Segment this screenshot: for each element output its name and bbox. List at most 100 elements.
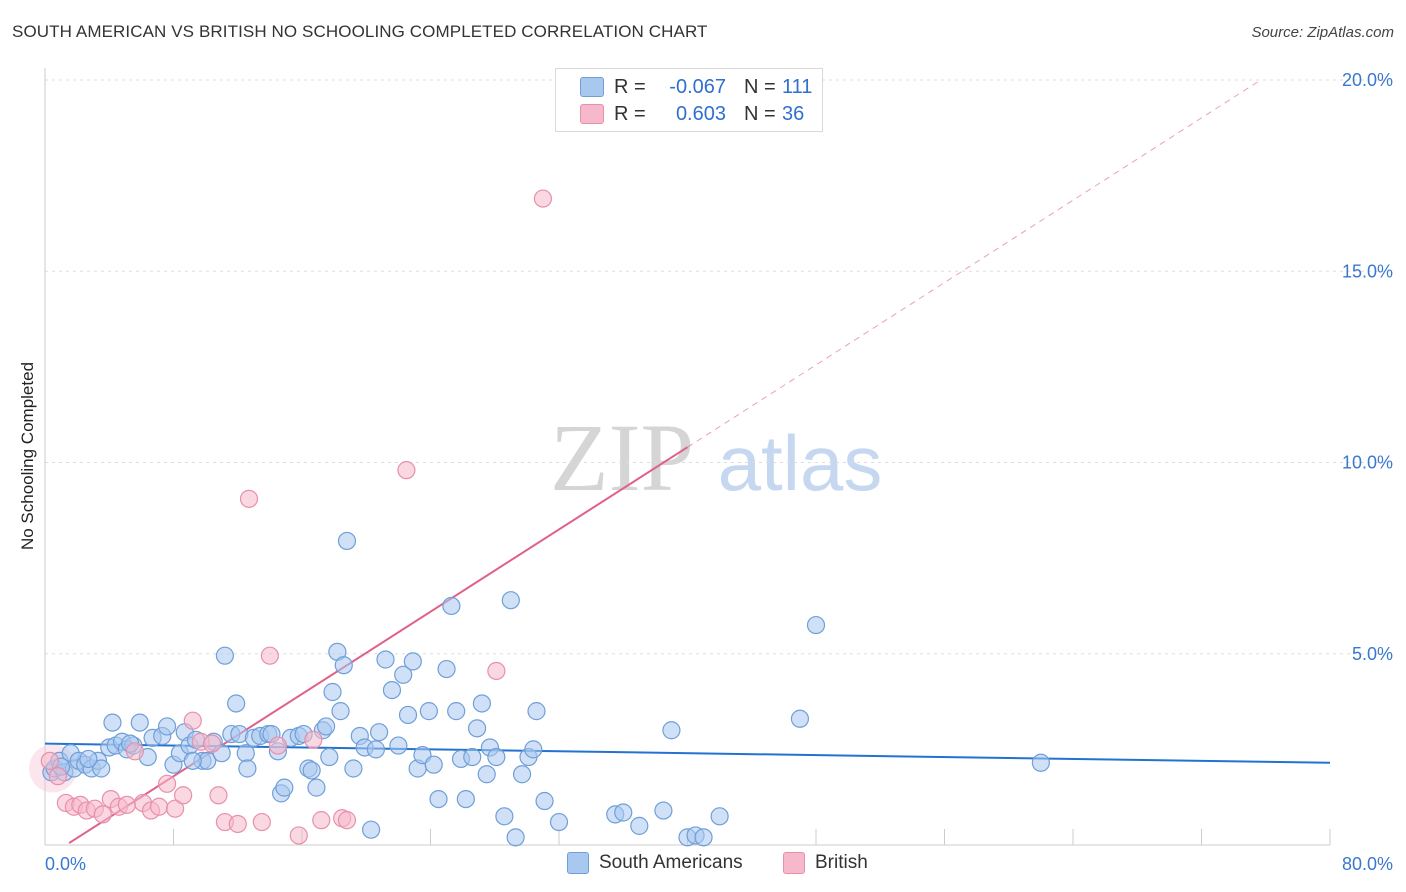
point-south-americans	[495, 807, 514, 826]
y-tick-label: 10.0%	[1342, 453, 1393, 473]
point-south-americans	[487, 747, 506, 767]
watermark: ZIP atlas	[550, 404, 882, 511]
point-south-americans	[344, 759, 363, 778]
point-south-americans	[302, 761, 321, 780]
point-south-americans	[157, 717, 177, 736]
legend-n-label: N =	[744, 75, 776, 98]
point-south-americans	[320, 747, 339, 767]
y-axis-label: No Schooling Completed	[18, 361, 37, 551]
point-south-americans	[227, 694, 246, 713]
point-south-americans	[316, 717, 336, 736]
x-tick-label: 80.0%	[1342, 854, 1393, 874]
point-south-americans	[238, 759, 257, 778]
point-british	[533, 189, 553, 208]
point-south-americans	[614, 803, 633, 822]
point-south-americans	[535, 791, 554, 811]
source-label: Source: ZipAtlas.com	[1251, 24, 1394, 41]
bottom-legend-label: British	[815, 852, 868, 873]
point-south-americans	[376, 650, 395, 669]
point-british	[289, 826, 308, 845]
point-south-americans	[130, 713, 149, 732]
data-points	[29, 189, 1050, 847]
gridlines	[45, 79, 1390, 655]
point-british	[149, 797, 169, 816]
point-south-americans	[447, 702, 466, 721]
legend-n-value: 36	[782, 102, 805, 125]
point-south-americans	[694, 828, 713, 847]
point-south-americans	[403, 652, 422, 671]
legend-n-value: 111	[782, 75, 813, 98]
point-south-americans	[419, 702, 438, 721]
correlation-legend: R = -0.067 N = 111 R = 0.603 N = 36	[555, 68, 823, 132]
y-tick-label: 15.0%	[1342, 261, 1393, 281]
point-south-americans	[806, 615, 826, 635]
point-south-americans	[183, 751, 202, 770]
point-british	[487, 661, 506, 681]
legend-r-label: R =	[614, 75, 646, 98]
point-south-americans	[630, 816, 649, 835]
bottom-legend-label: South Americans	[599, 852, 743, 873]
point-south-americans	[366, 740, 385, 759]
point-british	[166, 799, 185, 818]
legend-row-south-americans: R = -0.067 N = 111	[580, 74, 812, 100]
point-british	[202, 734, 222, 753]
point-south-americans	[662, 721, 681, 740]
point-south-americans	[275, 778, 294, 797]
point-british	[174, 786, 193, 805]
bottom-legend-swatch-pink	[783, 852, 805, 874]
point-south-americans	[370, 723, 389, 742]
point-south-americans	[1031, 753, 1050, 772]
point-south-americans	[527, 702, 546, 721]
legend-swatch-pink	[580, 104, 604, 124]
point-south-americans	[512, 765, 532, 784]
point-south-americans	[215, 646, 234, 665]
point-south-americans	[506, 828, 525, 847]
point-british	[93, 805, 112, 824]
tick-labels: 5.0% 10.0% 15.0% 20.0% 0.0% 80.0%	[45, 70, 1393, 874]
point-british	[337, 811, 357, 830]
point-south-americans	[477, 765, 496, 784]
point-british	[40, 751, 59, 770]
point-south-americans	[394, 665, 413, 684]
chart-title: SOUTH AMERICAN VS BRITISH NO SCHOOLING C…	[12, 22, 708, 41]
legend-r-label: R =	[614, 102, 646, 125]
point-south-americans	[323, 682, 342, 702]
trend-line-south-americans	[44, 742, 1331, 764]
point-south-americans	[524, 740, 543, 759]
point-british	[304, 730, 323, 749]
point-south-americans	[710, 807, 729, 826]
trend-line-british-projection	[687, 81, 1258, 448]
bottom-legend-south-americans[interactable]: South Americans	[567, 852, 743, 874]
point-british	[260, 646, 279, 665]
point-south-americans	[467, 719, 487, 738]
point-south-americans	[382, 680, 402, 700]
point-south-americans	[389, 736, 408, 755]
legend-row-british: R = 0.603 N = 36	[580, 101, 804, 127]
point-south-americans	[103, 713, 122, 732]
point-south-americans	[501, 591, 520, 610]
point-south-americans	[437, 659, 456, 679]
point-south-americans	[236, 744, 255, 763]
point-south-americans	[472, 694, 491, 713]
point-south-americans	[79, 749, 98, 769]
point-british	[183, 711, 202, 730]
legend-swatch-blue	[580, 77, 604, 97]
point-south-americans	[456, 789, 475, 809]
point-british	[312, 811, 331, 830]
bottom-legend-british[interactable]: British	[783, 852, 868, 874]
point-south-americans	[790, 709, 810, 728]
legend-r-value: 0.603	[675, 102, 726, 125]
point-south-americans	[549, 812, 569, 832]
x-tick-label: 0.0%	[45, 854, 86, 874]
point-british	[268, 736, 288, 755]
point-south-americans	[442, 596, 461, 616]
legend-n-label: N =	[744, 102, 776, 125]
point-british	[397, 461, 416, 480]
point-south-americans	[334, 656, 353, 675]
point-south-americans	[429, 789, 448, 809]
point-british	[209, 786, 228, 805]
point-british	[125, 742, 145, 761]
point-british	[228, 814, 247, 834]
point-british	[117, 795, 137, 814]
